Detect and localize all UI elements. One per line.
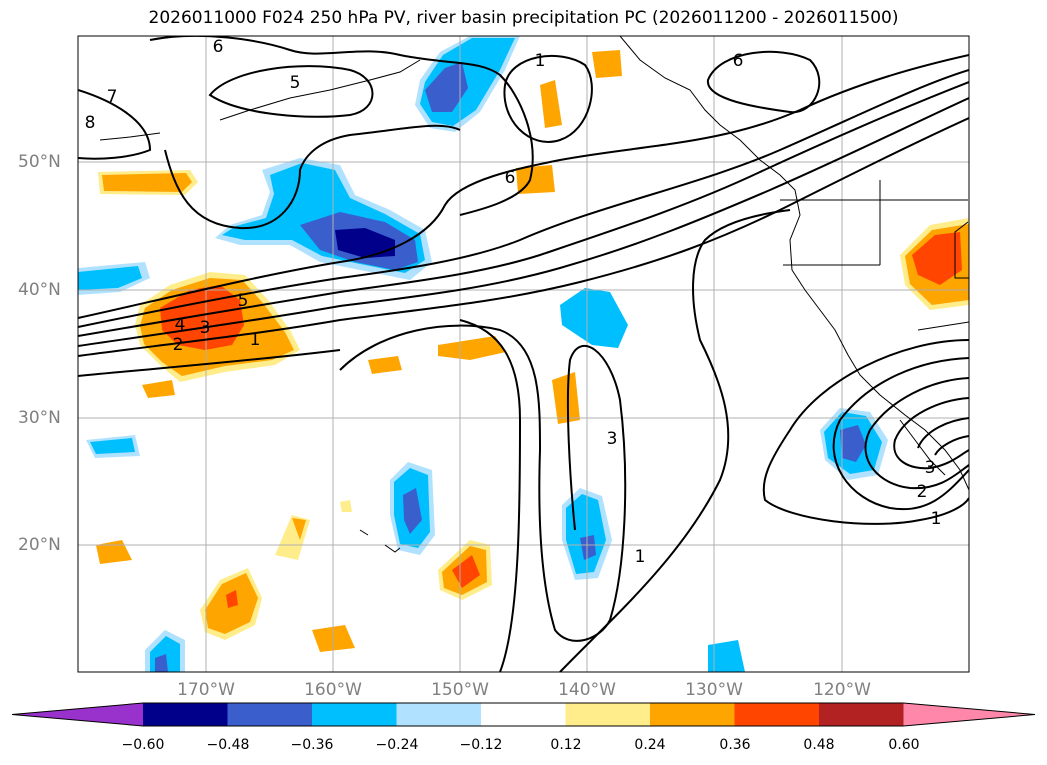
colorbar-swatch xyxy=(734,703,820,726)
contour-label: 5 xyxy=(238,291,249,311)
precip-positive-region xyxy=(438,336,506,360)
precip-positive-region xyxy=(340,500,352,512)
precip-negative-region xyxy=(335,228,395,258)
colorbar-tick-label: −0.60 xyxy=(121,737,165,753)
precip-negative-region xyxy=(840,425,866,462)
colorbar-swatch xyxy=(227,703,313,726)
colorbar-tick-label: −0.36 xyxy=(290,737,334,753)
precip-positive-region xyxy=(142,380,175,398)
contour-label: 6 xyxy=(505,168,516,188)
precip-positive-region xyxy=(226,590,238,608)
lon-label: 170°W xyxy=(177,680,235,700)
precip-positive-region xyxy=(540,80,562,128)
contour-label: 6 xyxy=(733,51,744,71)
precip-positive-region xyxy=(552,372,580,424)
precip-negative-region xyxy=(560,288,628,348)
precip-positive-region xyxy=(912,232,962,285)
colorbar-outline xyxy=(11,702,1036,727)
colorbar-tick-label: 0.12 xyxy=(550,737,582,753)
lat-label: 20°N xyxy=(18,535,61,555)
contour-label: 3 xyxy=(925,458,936,478)
contour-label: 2 xyxy=(173,335,184,355)
colorbar-swatch xyxy=(312,703,397,726)
precip-shading xyxy=(78,36,969,672)
precip-negative-region xyxy=(708,640,745,672)
lon-label: 150°W xyxy=(431,680,489,700)
graticule xyxy=(78,36,969,672)
lon-label: 160°W xyxy=(304,680,362,700)
precip-positive-region xyxy=(452,555,480,588)
colorbar-swatch xyxy=(819,703,904,726)
precip-positive-region xyxy=(96,540,132,564)
precip-negative-region xyxy=(566,494,606,574)
lon-label: 120°W xyxy=(813,680,871,700)
colorbar xyxy=(11,702,1036,727)
colorbar-tick-label: 0.48 xyxy=(803,737,835,753)
precip-positive-region xyxy=(102,173,192,192)
contour-label: 1 xyxy=(635,547,646,567)
colorbar-tick-label: 0.24 xyxy=(634,737,666,753)
precip-negative-region xyxy=(403,488,422,534)
colorbar-extend-low xyxy=(12,703,143,726)
map-frame xyxy=(77,35,970,673)
contour-label: 5 xyxy=(290,73,301,93)
precip-negative-region xyxy=(78,266,142,290)
precip-positive-region xyxy=(368,356,402,374)
contour-label: 6 xyxy=(213,37,224,57)
precip-positive-region xyxy=(160,285,244,350)
precip-negative-region xyxy=(425,62,468,112)
precip-negative-region xyxy=(155,654,168,672)
map-title: 2026011000 F024 250 hPa PV, river basin … xyxy=(148,8,899,28)
precip-negative-region xyxy=(580,535,596,560)
contour-label: 1 xyxy=(250,330,261,350)
lat-label: 30°N xyxy=(18,408,61,428)
colorbar-swatch xyxy=(396,703,482,726)
contour-label: 8 xyxy=(85,113,96,133)
precip-positive-region xyxy=(592,50,622,78)
contour-label: 1 xyxy=(931,509,942,529)
colorbar-tick-label: 0.60 xyxy=(888,737,920,753)
colorbar-swatch xyxy=(481,703,566,726)
colorbar-swatch xyxy=(565,703,651,726)
contour-label: 3 xyxy=(200,318,211,338)
lat-label: 40°N xyxy=(18,280,61,300)
lon-label: 130°W xyxy=(685,680,743,700)
precip-negative-region xyxy=(90,438,135,454)
precip-positive-region xyxy=(292,518,306,540)
contour-label: 4 xyxy=(175,315,186,335)
contour-label: 1 xyxy=(535,51,546,71)
lon-label: 140°W xyxy=(558,680,616,700)
colorbar-tick-label: 0.36 xyxy=(719,737,751,753)
colorbar-tick-label: −0.48 xyxy=(206,737,250,753)
contour-label: 7 xyxy=(107,87,118,107)
colorbar-extend-high xyxy=(903,703,1035,726)
colorbar-swatch xyxy=(143,703,228,726)
colorbar-tick-label: −0.12 xyxy=(459,737,503,753)
contour-label: 2 xyxy=(917,482,928,502)
pv-contours xyxy=(78,36,969,672)
colorbar-swatch xyxy=(650,703,735,726)
lat-label: 50°N xyxy=(18,152,61,172)
colorbar-tick-label: −0.24 xyxy=(375,737,419,753)
contour-label: 3 xyxy=(607,429,618,449)
